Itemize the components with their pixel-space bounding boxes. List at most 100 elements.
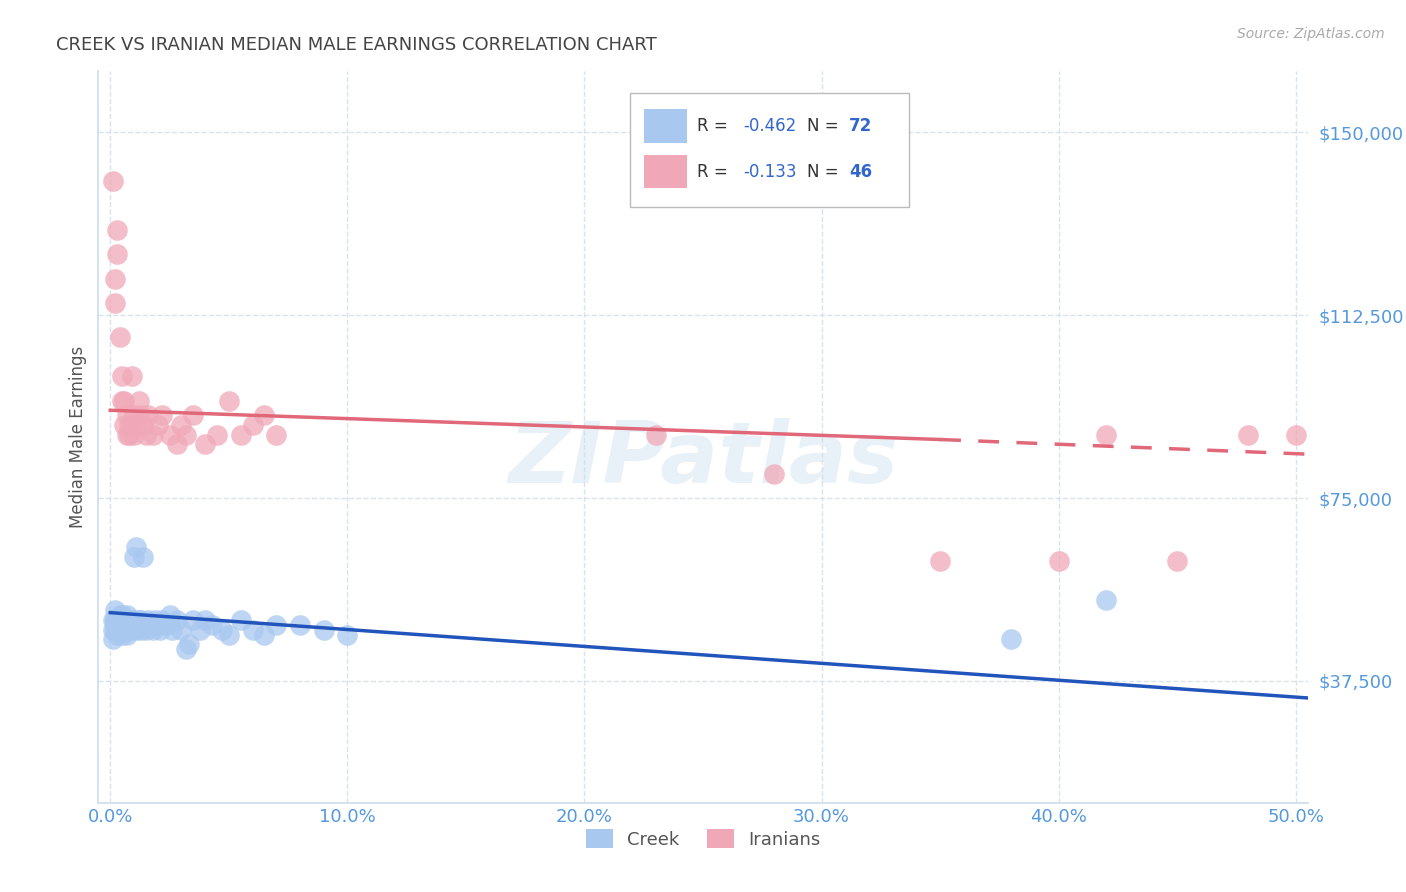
Point bbox=[101, 623, 124, 637]
Text: R =: R = bbox=[697, 162, 733, 180]
Point bbox=[101, 174, 124, 188]
Point bbox=[142, 623, 165, 637]
Point bbox=[253, 627, 276, 641]
Point bbox=[264, 617, 287, 632]
Point bbox=[114, 617, 136, 632]
Point bbox=[218, 393, 240, 408]
Point bbox=[170, 417, 193, 432]
Point bbox=[174, 427, 197, 442]
Point bbox=[644, 427, 666, 442]
Point bbox=[104, 296, 127, 310]
Point bbox=[139, 617, 162, 632]
Point bbox=[194, 613, 217, 627]
Point bbox=[1285, 427, 1308, 442]
Point bbox=[1095, 593, 1118, 607]
Point bbox=[1166, 554, 1188, 568]
Point bbox=[108, 613, 131, 627]
Point bbox=[108, 608, 131, 623]
Text: N =: N = bbox=[807, 117, 844, 136]
Text: Source: ZipAtlas.com: Source: ZipAtlas.com bbox=[1237, 27, 1385, 41]
Point bbox=[159, 427, 181, 442]
Point bbox=[111, 393, 134, 408]
Point bbox=[111, 608, 134, 623]
Point bbox=[136, 613, 159, 627]
Point bbox=[156, 617, 179, 632]
Point bbox=[111, 617, 134, 632]
Point bbox=[242, 623, 264, 637]
Point bbox=[129, 613, 152, 627]
Point bbox=[242, 417, 264, 432]
Point bbox=[288, 617, 311, 632]
Point bbox=[114, 393, 136, 408]
Point bbox=[135, 427, 157, 442]
Point bbox=[115, 608, 138, 623]
Text: N =: N = bbox=[807, 162, 844, 180]
Point bbox=[128, 393, 150, 408]
Point bbox=[105, 613, 128, 627]
Point bbox=[115, 623, 138, 637]
Point bbox=[312, 623, 335, 637]
Point bbox=[136, 408, 159, 422]
Point bbox=[111, 623, 134, 637]
Text: R =: R = bbox=[697, 117, 733, 136]
Point bbox=[264, 427, 287, 442]
Point bbox=[105, 627, 128, 641]
Point bbox=[105, 617, 128, 632]
Point bbox=[118, 617, 141, 632]
Point bbox=[104, 623, 127, 637]
Point bbox=[159, 608, 181, 623]
Point bbox=[1237, 427, 1260, 442]
Point bbox=[125, 540, 148, 554]
Point bbox=[152, 613, 174, 627]
Point bbox=[146, 417, 169, 432]
FancyBboxPatch shape bbox=[630, 94, 908, 207]
Point bbox=[128, 617, 150, 632]
Text: CREEK VS IRANIAN MEDIAN MALE EARNINGS CORRELATION CHART: CREEK VS IRANIAN MEDIAN MALE EARNINGS CO… bbox=[56, 36, 657, 54]
Point bbox=[174, 642, 197, 657]
Point bbox=[253, 408, 276, 422]
Point bbox=[125, 623, 148, 637]
Point bbox=[105, 247, 128, 261]
Point bbox=[104, 617, 127, 632]
Point bbox=[115, 627, 138, 641]
FancyBboxPatch shape bbox=[644, 110, 688, 143]
Point bbox=[122, 549, 145, 564]
Point bbox=[135, 617, 157, 632]
Text: -0.462: -0.462 bbox=[742, 117, 796, 136]
Point bbox=[108, 617, 131, 632]
Point bbox=[121, 369, 143, 384]
Point bbox=[121, 623, 143, 637]
Point bbox=[152, 408, 174, 422]
Point bbox=[115, 408, 138, 422]
Point bbox=[108, 330, 131, 344]
Text: 72: 72 bbox=[849, 117, 873, 136]
Point bbox=[229, 613, 252, 627]
Text: -0.133: -0.133 bbox=[742, 162, 796, 180]
Point bbox=[111, 369, 134, 384]
Point bbox=[132, 417, 155, 432]
Point bbox=[160, 623, 183, 637]
Point bbox=[101, 613, 124, 627]
Point bbox=[1047, 554, 1070, 568]
Point bbox=[146, 617, 169, 632]
Point bbox=[114, 417, 136, 432]
Point bbox=[108, 623, 131, 637]
Point bbox=[181, 613, 204, 627]
Point bbox=[201, 617, 224, 632]
Point bbox=[114, 623, 136, 637]
Point bbox=[211, 623, 233, 637]
Point bbox=[118, 427, 141, 442]
Point bbox=[122, 427, 145, 442]
Point bbox=[104, 613, 127, 627]
Point bbox=[104, 613, 127, 627]
Point bbox=[114, 613, 136, 627]
Point bbox=[121, 613, 143, 627]
FancyBboxPatch shape bbox=[644, 154, 688, 188]
Point bbox=[149, 623, 172, 637]
Point bbox=[143, 613, 166, 627]
Point bbox=[1095, 427, 1118, 442]
Point bbox=[104, 603, 127, 617]
Point bbox=[122, 613, 145, 627]
Point bbox=[118, 613, 141, 627]
Point bbox=[929, 554, 952, 568]
